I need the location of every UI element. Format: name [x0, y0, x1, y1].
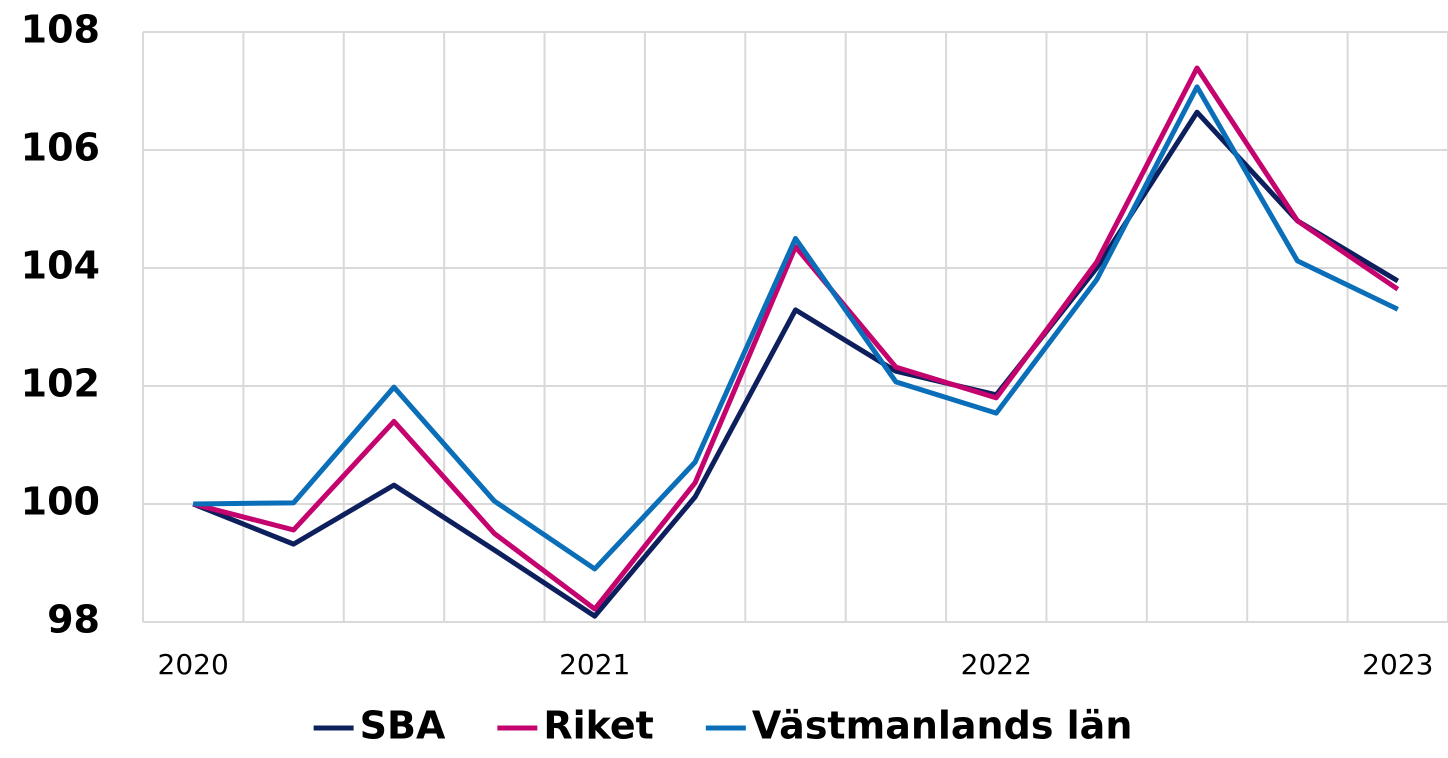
legend: SBA Riket Västmanlands län [313, 704, 1133, 748]
y-tick-label: 106 [21, 126, 100, 170]
x-tick-label: 2022 [961, 648, 1032, 681]
x-tick-label: 2020 [158, 648, 229, 681]
y-tick-label: 98 [47, 598, 100, 642]
x-tick-label: 2021 [559, 648, 630, 681]
series-line [192, 65, 1400, 612]
x-tick-label: 2023 [1362, 648, 1433, 681]
y-tick-label: 104 [21, 244, 100, 288]
series-line [192, 109, 1400, 619]
y-tick-label: 108 [21, 8, 100, 52]
legend-label: Riket [543, 704, 653, 748]
legend-label: SBA [360, 704, 446, 748]
series-line [193, 84, 1399, 572]
y-tick-label: 100 [21, 480, 100, 524]
y-tick-label: 102 [21, 362, 100, 406]
legend-label: Västmanlands län [752, 704, 1133, 748]
